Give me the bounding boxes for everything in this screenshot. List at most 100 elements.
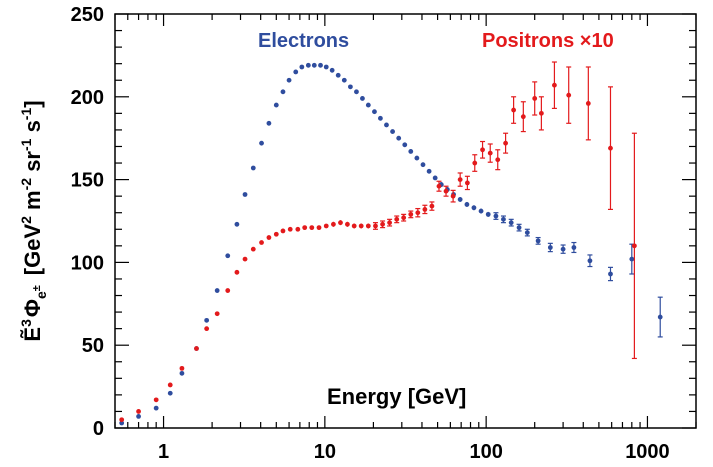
marker [136, 414, 141, 419]
data-point [286, 77, 292, 83]
marker [422, 207, 428, 212]
data-point [478, 208, 484, 214]
data-point [532, 81, 538, 116]
y-tick-label: 150 [71, 170, 104, 192]
data-point [153, 397, 159, 403]
y-axis-ticks [115, 13, 696, 429]
data-point [179, 365, 185, 371]
data-point [471, 205, 477, 211]
marker [472, 160, 478, 166]
marker [390, 129, 395, 134]
marker [396, 135, 402, 141]
data-point [408, 149, 414, 154]
y-title-phi-sub: e [33, 291, 49, 299]
data-point [354, 89, 359, 95]
series-layer [119, 61, 663, 426]
marker [299, 64, 305, 70]
y-tick-label: 250 [71, 4, 104, 26]
x-tick-label: 1 [158, 441, 169, 463]
marker [286, 77, 292, 83]
series-positrons [119, 61, 637, 423]
data-point [360, 96, 365, 101]
data-point [302, 225, 308, 231]
data-point [422, 204, 428, 215]
data-point [378, 115, 383, 121]
y-title-phi-subsup: ± [31, 285, 43, 291]
marker [358, 223, 364, 229]
data-point [387, 218, 393, 227]
marker [503, 140, 508, 146]
data-point [318, 62, 323, 68]
data-point [436, 180, 442, 192]
data-point [273, 102, 279, 108]
data-point [214, 288, 220, 293]
marker [365, 223, 371, 229]
marker [631, 243, 637, 249]
marker [338, 220, 343, 226]
data-point [585, 66, 591, 141]
marker [341, 77, 347, 83]
y-axis-tick-labels: 0 50 100 150 200 250 [71, 4, 104, 440]
data-point [250, 246, 256, 252]
data-point [329, 67, 335, 73]
marker [535, 238, 541, 244]
marker [234, 269, 240, 275]
y-title-units: [GeV [20, 224, 45, 276]
marker [420, 162, 426, 168]
data-point [365, 223, 371, 229]
data-point [538, 96, 544, 131]
marker [414, 155, 420, 161]
data-point [242, 192, 248, 197]
marker [153, 405, 159, 411]
marker [485, 211, 491, 217]
marker [657, 314, 663, 320]
data-point [293, 69, 299, 75]
data-point [480, 140, 486, 159]
data-point [457, 172, 463, 187]
marker [587, 258, 593, 264]
marker [478, 208, 484, 214]
data-point [587, 254, 593, 268]
marker [345, 221, 350, 227]
y-title-units-sup1: 2 [18, 216, 34, 224]
data-point [358, 223, 364, 229]
y-title-units-sup2: -2 [18, 178, 34, 191]
marker [280, 228, 286, 234]
marker [464, 202, 470, 207]
y-title-base: Ẽ [20, 327, 45, 342]
marker [305, 62, 311, 68]
marker [511, 107, 517, 113]
marker [259, 240, 264, 245]
marker [516, 225, 522, 231]
data-point [167, 390, 173, 396]
data-point [607, 86, 613, 211]
data-point [225, 253, 231, 259]
x-axis-ticks [114, 14, 697, 428]
y-tick-label: 0 [93, 418, 104, 440]
marker [280, 89, 286, 95]
marker [520, 114, 526, 120]
marker [347, 84, 353, 90]
marker [402, 142, 408, 148]
y-title-units-mid1: m [20, 190, 45, 216]
marker [266, 235, 272, 240]
y-title-base-sup: 3 [18, 319, 34, 327]
data-point [242, 256, 248, 262]
marker [501, 216, 506, 222]
marker [629, 256, 635, 262]
data-point [153, 405, 159, 411]
marker [119, 417, 125, 423]
marker [259, 140, 264, 146]
data-point [571, 241, 577, 254]
data-point [167, 382, 173, 388]
data-point [234, 221, 240, 227]
data-point [194, 346, 199, 351]
data-point [524, 228, 530, 237]
data-point [119, 417, 125, 423]
marker [119, 420, 125, 426]
x-tick-label: 1000 [625, 441, 670, 463]
marker [464, 180, 470, 186]
data-point [493, 212, 499, 220]
y-title-units-sup3: -1 [18, 138, 34, 151]
x-tick-label: 100 [469, 441, 502, 463]
